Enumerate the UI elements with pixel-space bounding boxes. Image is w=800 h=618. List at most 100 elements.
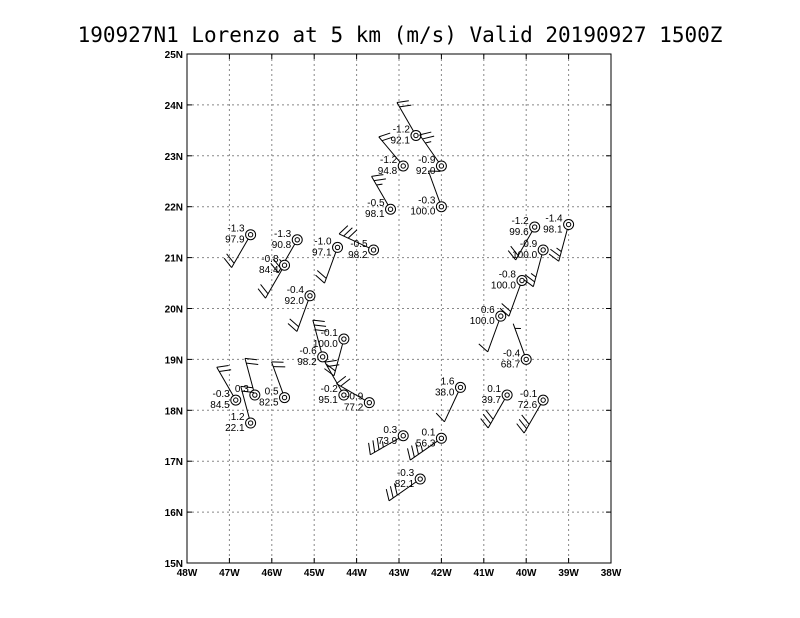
wind-barb-full — [521, 414, 530, 425]
station-marker — [385, 203, 397, 215]
station-marker-inner — [540, 247, 546, 253]
observation-station: -1.397.9 — [223, 224, 257, 268]
observation-station: -1.292.1 — [390, 100, 422, 146]
observation-station: -0.295.1 — [318, 359, 350, 406]
station-label-bottom: 77.2 — [344, 403, 364, 414]
observation-station: -0.992.0 — [416, 131, 447, 177]
wind-barb-staff — [324, 361, 345, 396]
x-tick-label: 43W — [389, 568, 410, 579]
wind-barb-full — [368, 442, 371, 455]
observation-station: 0.139.7 — [480, 384, 513, 429]
station-marker-inner — [498, 313, 504, 319]
station-label-top: -0.4 — [503, 348, 521, 359]
y-tick-label: 24N — [165, 101, 183, 112]
observation-station: -0.384.5 — [210, 364, 242, 411]
observation-station: -1.299.6 — [507, 216, 541, 261]
wind-barb-full — [478, 343, 489, 353]
station-label-top: 1.2 — [231, 412, 245, 423]
wind-barb-staff — [558, 224, 570, 262]
wind-barb-full — [548, 253, 560, 262]
station-label-top: -1.0 — [314, 236, 332, 247]
wind-barb-staff — [409, 437, 442, 461]
wind-barb-full — [315, 274, 325, 284]
station-label-bottom: 94.8 — [378, 166, 398, 177]
station-label-top: -0.1 — [520, 389, 538, 400]
wind-barb-full — [373, 178, 386, 182]
map-title: 190927N1 Lorenzo at 5 km (m/s) Valid 201… — [78, 23, 723, 47]
station-marker — [435, 432, 447, 444]
station-label-bottom: 82.5 — [259, 398, 279, 409]
station-marker — [279, 392, 291, 404]
station-label-bottom: 98.1 — [543, 225, 563, 236]
x-tick-label: 48W — [177, 568, 198, 579]
station-label-top: -1.2 — [380, 155, 398, 166]
wind-barb-full — [343, 227, 353, 237]
station-marker — [563, 219, 575, 231]
station-marker — [501, 389, 513, 401]
station-label-top: 0.1 — [487, 384, 501, 395]
station-label-top: -1.3 — [274, 229, 292, 240]
station-marker — [230, 394, 242, 406]
station-marker-inner — [504, 392, 510, 398]
x-tick-label: 40W — [516, 568, 537, 579]
y-tick-label: 23N — [165, 152, 183, 163]
wind-barb-full — [389, 486, 394, 499]
wind-barb-full — [287, 323, 298, 332]
wind-barb-full — [435, 412, 445, 423]
station-label-bottom: 100.0 — [470, 316, 495, 327]
station-label-bottom: 98.1 — [365, 209, 385, 220]
wind-barb-full — [336, 375, 347, 385]
observation-station: -0.172.6 — [516, 389, 549, 434]
wind-barb-full — [524, 274, 535, 283]
axis-ticks: 48W 47W 46W 45W 44W 43W 42W 41W 40W 39W 38W 15N 16N 1… — [165, 50, 622, 579]
station-marker — [495, 310, 507, 322]
station-marker-inner — [413, 132, 419, 139]
station-label-bottom: 98.2 — [348, 250, 368, 261]
station-marker-inner — [319, 354, 326, 360]
station-marker — [368, 244, 380, 256]
station-marker — [454, 381, 466, 393]
station-label-top: -1.4 — [545, 214, 563, 225]
wind-barb-full — [518, 418, 528, 430]
station-marker — [397, 430, 409, 442]
wind-barb-full — [216, 364, 229, 368]
station-marker — [317, 351, 329, 363]
x-tick-label: 39W — [558, 568, 579, 579]
wind-barb-full — [482, 413, 492, 424]
station-label-bottom: 84.5 — [210, 400, 230, 411]
observation-station: -1.294.8 — [378, 132, 409, 177]
station-label-top: -0.3 — [213, 389, 231, 400]
y-tick-label: 15N — [165, 559, 183, 570]
wind-barb-full — [422, 135, 435, 140]
observation-station: -1.498.1 — [543, 214, 575, 262]
wind-barb-staff — [378, 136, 404, 167]
wind-barb-full — [240, 385, 253, 389]
wind-barb-full — [378, 132, 391, 138]
wind-barb-full — [242, 390, 255, 394]
station-marker-inner — [417, 476, 423, 482]
wind-barb-full — [371, 174, 384, 177]
station-label-bottom: 22.1 — [225, 423, 245, 434]
y-tick-label: 21N — [165, 254, 183, 265]
station-marker-inner — [281, 262, 288, 268]
wind-barb-staff — [324, 247, 338, 284]
station-marker — [363, 397, 375, 409]
wind-barb-full — [399, 104, 412, 108]
observation-station: -0.698.2 — [297, 319, 329, 368]
wind-barb-staff — [265, 264, 285, 299]
station-marker — [245, 229, 257, 241]
station-label-bottom: 92.0 — [284, 296, 304, 307]
wind-barb-staff — [336, 383, 370, 404]
station-label-top: -0.1 — [321, 328, 339, 339]
wind-barb-staff — [338, 233, 374, 251]
x-tick-label: 46W — [262, 568, 283, 579]
station-marker — [537, 244, 549, 256]
y-tick-label: 25N — [165, 50, 183, 61]
wind-barb-staff — [396, 102, 417, 136]
wind-barb-staff — [271, 361, 285, 398]
station-marker — [291, 234, 303, 246]
station-marker — [397, 160, 409, 172]
wind-barb-full — [316, 270, 327, 279]
